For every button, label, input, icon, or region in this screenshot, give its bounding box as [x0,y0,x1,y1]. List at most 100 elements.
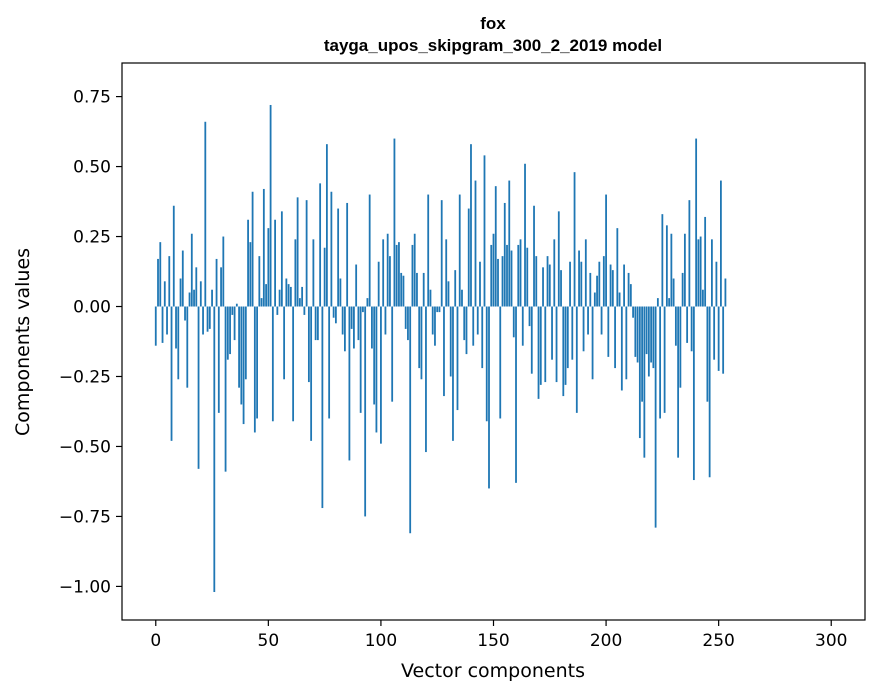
y-tick-label: 0.25 [73,228,111,248]
bar-4 [163,281,166,307]
bar-121 [427,194,430,307]
bar-51 [269,104,272,307]
bar-155 [503,202,506,307]
bar-97 [373,306,376,405]
bar-139 [467,208,470,307]
bar-42 [249,242,252,307]
bar-148 [488,306,490,489]
bar-161 [517,244,520,307]
bar-40 [244,306,247,380]
bar-211 [629,284,632,307]
x-tick-label: 50 [258,631,280,651]
bar-195 [593,292,596,307]
bar-208 [623,264,625,307]
bar-83 [341,306,344,335]
bar-177 [553,239,556,307]
bar-58 [285,278,288,307]
bar-48 [262,188,265,307]
bar-122 [429,289,432,307]
bar-124 [434,306,436,346]
bar-64 [298,298,301,307]
y-tick-label: −0.75 [59,507,111,527]
y-tick-label: −0.50 [59,437,111,457]
bar-142 [474,180,477,307]
bar-245 [706,306,709,402]
bar-100 [380,306,382,444]
bar-80 [334,306,337,324]
bar-36 [235,303,238,307]
bar-240 [695,138,698,307]
bar-131 [449,306,452,377]
bar-233 [679,306,682,388]
bar-127 [440,200,443,307]
bar-129 [445,239,448,307]
bar-61 [292,306,295,422]
bar-187 [575,306,578,413]
bar-125 [436,306,439,313]
bar-89 [355,264,358,307]
bar-157 [508,180,511,307]
bar-134 [456,306,459,411]
bar-213 [634,306,637,357]
x-tick-label: 300 [815,631,847,651]
bar-189 [580,261,583,307]
bar-5 [166,306,168,335]
bar-29 [220,267,222,307]
bar-35 [233,306,236,341]
bar-253 [724,278,727,307]
y-tick-label: 0.50 [73,158,111,178]
bar-146 [483,155,486,307]
bar-249 [715,261,718,307]
bar-159 [512,306,515,338]
bar-171 [539,306,542,385]
chart-title: fox [480,14,506,33]
bar-224 [659,306,662,419]
bar-93 [364,306,367,517]
bar-18 [195,267,198,307]
bar-230 [672,278,675,307]
bar-116 [416,272,418,307]
bar-78 [330,191,333,307]
bar-41 [247,219,249,307]
bar-166 [528,306,531,327]
bar-197 [598,261,601,307]
bar-202 [609,264,612,307]
bar-114 [411,244,414,307]
bar-185 [571,306,574,360]
bar-84 [344,306,346,352]
bar-71 [314,306,317,341]
bar-7 [170,306,173,441]
chart-subtitle: tayga_upos_skipgram_300_2_2019 model [324,36,662,55]
bar-15 [188,292,191,307]
bar-225 [661,214,664,307]
y-tick-label: −0.25 [59,367,111,387]
bar-194 [591,306,594,380]
bar-106 [393,138,396,307]
bar-86 [348,306,351,461]
bar-170 [537,306,540,399]
bar-30 [222,236,225,307]
bar-11 [179,278,182,307]
bar-160 [515,306,517,483]
bar-244 [704,216,707,307]
bar-217 [643,306,646,458]
bar-112 [407,306,409,341]
bar-119 [422,272,425,307]
bar-98 [375,306,378,433]
bar-69 [310,306,313,441]
bar-101 [382,239,385,307]
bar-109 [400,272,403,307]
bar-133 [454,270,457,307]
bar-94 [366,298,369,307]
bar-206 [618,292,621,307]
bar-147 [485,306,488,422]
bar-205 [616,228,619,307]
bar-68 [307,306,310,383]
bar-67 [305,200,308,307]
y-tick-label: 0.00 [73,298,111,318]
bar-184 [569,261,571,307]
x-tick-label: 250 [702,631,734,651]
bar-60 [289,286,292,307]
bar-0 [154,306,157,346]
bar-183 [566,306,569,369]
